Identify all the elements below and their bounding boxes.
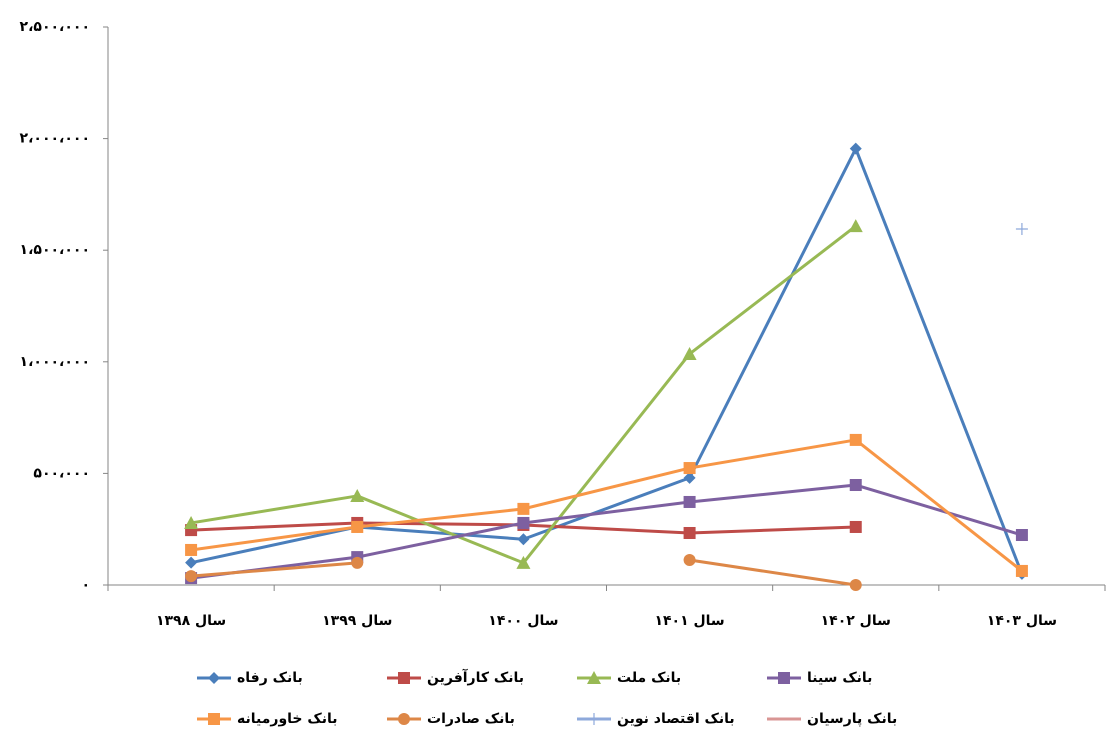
marker — [683, 462, 696, 475]
legend-label: بانک کارآفرین — [427, 668, 524, 686]
marker — [848, 219, 863, 233]
y-tick-label: ۱،۰۰۰،۰۰۰ — [20, 354, 90, 370]
marker — [185, 556, 198, 569]
x-tick-label: سال ۱۴۰۳ — [987, 613, 1057, 629]
legend-label: بانک صادرات — [427, 711, 515, 727]
series-line — [190, 558, 856, 587]
legend-label: بانک رفاه — [237, 670, 303, 686]
y-tick-label: ۱،۵۰۰،۰۰۰ — [20, 242, 90, 258]
legend-label: بانک اقتصاد نوین — [617, 711, 735, 727]
legend-label: بانک خاورمیانه — [237, 711, 337, 727]
marker — [849, 479, 862, 492]
marker — [778, 672, 790, 684]
marker — [517, 516, 530, 529]
marker — [517, 533, 530, 546]
marker — [1015, 564, 1028, 577]
marker — [184, 515, 199, 529]
legend-label: بانک پارسیان — [807, 711, 897, 727]
marker — [351, 556, 364, 569]
marker — [849, 433, 862, 446]
marker — [587, 671, 601, 684]
marker — [588, 713, 600, 725]
marker — [849, 142, 862, 155]
x-tick-label: سال ۱۴۰۱ — [654, 613, 724, 629]
marker — [683, 554, 696, 567]
y-tick-label: ۲،۵۰۰،۰۰۰ — [20, 19, 90, 35]
marker — [849, 579, 862, 591]
marker — [208, 713, 220, 725]
x-tick-label: سال ۱۴۰۰ — [488, 613, 558, 629]
marker — [185, 570, 198, 583]
series-line — [190, 483, 1023, 580]
y-tick-label: ۰ — [81, 577, 90, 593]
y-tick-label: ۲،۰۰۰،۰۰۰ — [20, 131, 90, 147]
marker — [682, 346, 697, 360]
marker — [398, 672, 410, 684]
marker — [351, 520, 364, 533]
legend-label: بانک سینا — [807, 670, 872, 686]
x-tick-label: سال ۱۴۰۲ — [821, 613, 891, 629]
marker — [350, 488, 365, 502]
series-line — [190, 438, 1023, 573]
x-tick-label: سال ۱۳۹۸ — [156, 613, 226, 629]
marker — [1015, 529, 1028, 542]
marker — [517, 502, 530, 515]
marker — [849, 520, 862, 533]
marker — [208, 672, 220, 684]
marker — [185, 543, 198, 556]
marker — [398, 713, 410, 725]
marker — [683, 495, 696, 508]
marker — [516, 555, 531, 569]
series-line — [190, 147, 1024, 575]
marker — [1015, 222, 1028, 235]
legend-label: بانک ملت — [617, 670, 681, 686]
y-tick-label: ۵۰۰،۰۰۰ — [33, 465, 90, 481]
x-tick-label: سال ۱۳۹۹ — [322, 613, 392, 629]
marker — [683, 471, 696, 484]
marker — [683, 526, 696, 539]
